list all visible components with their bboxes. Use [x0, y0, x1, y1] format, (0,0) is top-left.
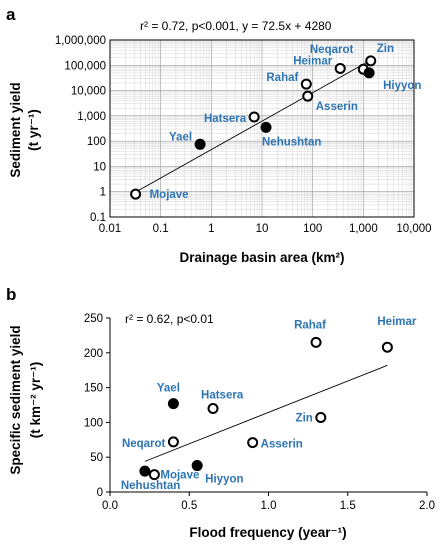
point-label-asserin: Asserin — [316, 101, 358, 113]
data-point-asserin — [247, 437, 259, 449]
panel-a-annotation: r² = 0.72, p<0.001, y = 72.5x + 4280 — [140, 19, 332, 33]
x-tick-label: 1,000 — [349, 223, 378, 235]
data-point-heimar — [334, 62, 346, 74]
data-point-yael — [194, 138, 206, 150]
point-label-hatsera: Hatsera — [204, 113, 247, 125]
y-tick-label: 200 — [84, 348, 103, 360]
trendline — [133, 59, 371, 194]
y-tick-label: 100 — [87, 136, 106, 148]
point-label-zin: Zin — [296, 413, 313, 425]
data-point-nehushtan — [260, 121, 272, 133]
x-tick-label: 10 — [256, 223, 269, 235]
data-point-nehushtan — [139, 465, 151, 477]
panel-b-xlabel: Flood frequency (year⁻¹) — [189, 525, 346, 540]
y-tick-label: 100 — [84, 417, 103, 429]
y-tick-label: 10,000 — [71, 86, 106, 98]
data-point-asserin — [302, 90, 314, 102]
point-label-mojave: Mojave — [160, 470, 199, 482]
point-label-yael: Yael — [157, 383, 180, 395]
data-point-mojave — [130, 188, 142, 200]
point-label-heimar: Heimar — [377, 316, 417, 328]
point-label-hiyyon: Hiyyon — [383, 80, 421, 92]
x-tick-label: 100 — [303, 223, 322, 235]
y-tick-label: 1,000 — [77, 111, 106, 123]
panel-b-annotation: r² = 0.62, p<0.01 — [125, 312, 214, 326]
point-label-neqarot: Neqarot — [310, 44, 354, 56]
x-tick-label: 0.5 — [181, 500, 197, 512]
data-point-rahaf — [310, 336, 322, 348]
point-label-mojave: Mojave — [150, 189, 189, 201]
point-label-asserin: Asserin — [261, 439, 303, 451]
x-tick-label: 2.0 — [419, 500, 435, 512]
point-label-zin: Zin — [377, 43, 394, 55]
y-tick-label: 250 — [84, 313, 103, 325]
data-point-mojave — [148, 469, 160, 481]
point-label-hatsera: Hatsera — [201, 389, 244, 401]
y-tick-label: 50 — [90, 452, 103, 464]
y-tick-label: 0 — [97, 487, 103, 499]
panel-b-plot: 0.0 0.5 1.0 1.5 2.0 0 50 100 150 200 250 NehushtanM… — [84, 313, 435, 512]
data-point-neqarot — [167, 436, 179, 448]
panel-a-letter: a — [6, 5, 16, 24]
y-tick-label: 1 — [100, 187, 106, 199]
point-label-rahaf: Rahaf — [266, 72, 298, 84]
data-point-yael — [167, 398, 179, 410]
data-point-hiyyon — [363, 67, 375, 79]
point-label-nehushtan: Nehushtan — [262, 136, 321, 148]
point-label-yael: Yael — [169, 131, 192, 143]
point-label-hiyyon: Hiyyon — [205, 474, 243, 486]
x-tick-label: 1 — [208, 223, 214, 235]
y-tick-label: 1,000,000 — [55, 35, 106, 47]
panel-a-ylabel-line1: Sediment yield — [8, 82, 23, 177]
plot-frame — [109, 39, 415, 218]
data-point-zin — [365, 55, 377, 67]
panel-b-ylabel-line2: (t km⁻² yr⁻¹) — [28, 362, 43, 439]
data-point-hatsera — [207, 402, 219, 414]
x-tick-label: 0.0 — [102, 500, 118, 512]
point-label-nehushtan: Nehushtan — [121, 480, 180, 492]
panel-a-xlabel: Drainage basin area (km²) — [179, 250, 344, 265]
x-tick-label: 0.1 — [153, 223, 169, 235]
y-tick-label: 10 — [93, 161, 106, 173]
data-point-zin — [315, 412, 327, 424]
trendline — [144, 364, 388, 462]
data-point-heimar — [381, 341, 393, 353]
x-tick-label: 1.5 — [340, 500, 356, 512]
point-label-neqarot: Neqarot — [122, 438, 166, 450]
panel-a-ylabel-line2: (t yr⁻¹) — [26, 109, 41, 151]
y-tick-label: 150 — [84, 383, 103, 395]
point-label-rahaf: Rahaf — [294, 319, 326, 331]
panel-a-plot: 0.01 0.1 1 10 100 1,000 10,0000.11101001,00010… — [55, 35, 432, 235]
y-tick-label: 100,000 — [64, 60, 106, 72]
data-point-rahaf — [300, 78, 312, 90]
y-tick-label: 0.1 — [90, 212, 106, 224]
panel-b-letter: b — [6, 285, 16, 304]
data-point-hatsera — [248, 111, 260, 123]
panel-b-ylabel-line1: Specific sediment yield — [8, 325, 23, 474]
x-tick-label: 1.0 — [261, 500, 277, 512]
data-point-hiyyon — [191, 460, 203, 472]
x-tick-label: 0.01 — [99, 223, 121, 235]
point-label-heimar: Heimar — [293, 55, 333, 67]
x-tick-label: 10,000 — [396, 223, 431, 235]
